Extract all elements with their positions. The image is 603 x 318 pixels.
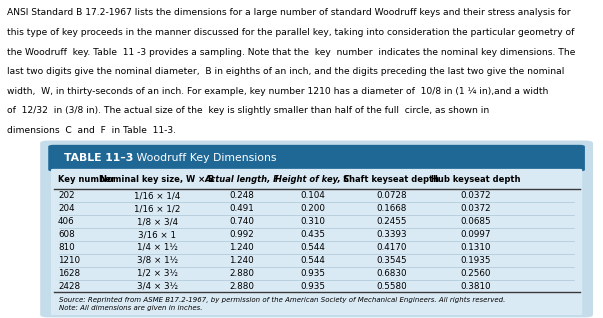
Text: 1210: 1210 (58, 256, 80, 265)
Text: 0.2560: 0.2560 (461, 269, 491, 278)
FancyBboxPatch shape (51, 189, 582, 293)
Text: 0.248: 0.248 (229, 191, 254, 200)
Text: 1.240: 1.240 (229, 243, 254, 252)
Text: 0.435: 0.435 (300, 230, 325, 239)
Text: Actual length, F: Actual length, F (204, 175, 279, 184)
Text: Note: All dimensions are given in inches.: Note: All dimensions are given in inches… (59, 305, 203, 311)
Text: 0.1935: 0.1935 (461, 256, 491, 265)
Text: Hub keyseat depth: Hub keyseat depth (431, 175, 520, 184)
Text: 0.3545: 0.3545 (376, 256, 407, 265)
Text: 0.2455: 0.2455 (376, 217, 407, 226)
Text: 0.0997: 0.0997 (461, 230, 491, 239)
Text: Nominal key size, W × B: Nominal key size, W × B (100, 175, 215, 184)
Text: 202: 202 (58, 191, 75, 200)
Text: 0.4170: 0.4170 (376, 243, 407, 252)
Text: 0.3810: 0.3810 (460, 281, 491, 291)
Text: 0.6830: 0.6830 (376, 269, 407, 278)
Text: 3/8 × 1½: 3/8 × 1½ (137, 256, 178, 265)
Text: 3/16 × 1: 3/16 × 1 (139, 230, 177, 239)
Text: width,  W, in thirty-seconds of an inch. For example, key number 1210 has a diam: width, W, in thirty-seconds of an inch. … (7, 86, 549, 96)
Text: 0.0372: 0.0372 (460, 191, 491, 200)
Text: 1/4 × 1½: 1/4 × 1½ (137, 243, 178, 252)
Text: 0.1310: 0.1310 (461, 243, 491, 252)
Text: 0.310: 0.310 (300, 217, 325, 226)
Text: 0.935: 0.935 (300, 281, 325, 291)
Text: 810: 810 (58, 243, 75, 252)
Text: 0.935: 0.935 (300, 269, 325, 278)
Text: 608: 608 (58, 230, 75, 239)
FancyBboxPatch shape (40, 141, 593, 317)
Text: this type of key proceeds in the manner discussed for the parallel key, taking i: this type of key proceeds in the manner … (7, 28, 575, 37)
Text: 3/4 × 3½: 3/4 × 3½ (137, 281, 178, 291)
Text: 0.1668: 0.1668 (376, 204, 406, 213)
Text: Woodruff Key Dimensions: Woodruff Key Dimensions (126, 153, 277, 163)
Text: 0.992: 0.992 (229, 230, 254, 239)
Text: Shaft keyseat depth: Shaft keyseat depth (344, 175, 440, 184)
FancyBboxPatch shape (51, 292, 582, 316)
Text: Source: Reprinted from ASME B17.2-1967, by permission of the American Society of: Source: Reprinted from ASME B17.2-1967, … (59, 297, 505, 303)
Text: 2428: 2428 (58, 281, 80, 291)
Text: 0.740: 0.740 (229, 217, 254, 226)
Text: 1.240: 1.240 (229, 256, 254, 265)
Text: 0.0728: 0.0728 (376, 191, 407, 200)
Text: the Woodruff  key. Table  11 -3 provides a sampling. Note that the  key  number : the Woodruff key. Table 11 -3 provides a… (7, 47, 576, 57)
Text: Key number: Key number (58, 175, 115, 184)
Text: 406: 406 (58, 217, 75, 226)
Text: 0.544: 0.544 (300, 243, 325, 252)
Text: 0.544: 0.544 (300, 256, 325, 265)
Text: TABLE 11–3: TABLE 11–3 (65, 153, 134, 163)
Text: last two digits give the nominal diameter,  B in eighths of an inch, and the dig: last two digits give the nominal diamete… (7, 67, 564, 76)
Text: 0.5580: 0.5580 (376, 281, 407, 291)
Text: 1/8 × 3/4: 1/8 × 3/4 (137, 217, 178, 226)
Text: 0.0372: 0.0372 (460, 204, 491, 213)
Text: dimensions  C  and  F  in Table  11-3.: dimensions C and F in Table 11-3. (7, 126, 176, 135)
Text: 0.104: 0.104 (300, 191, 325, 200)
Text: 0.0685: 0.0685 (460, 217, 491, 226)
Text: 0.491: 0.491 (229, 204, 254, 213)
Text: 2.880: 2.880 (229, 269, 254, 278)
Text: 1/16 × 1/4: 1/16 × 1/4 (134, 191, 181, 200)
Text: of  12/32  in (3/8 in). The actual size of the  key is slightly smaller than hal: of 12/32 in (3/8 in). The actual size of… (7, 106, 490, 115)
Text: ANSI Standard B 17.2-1967 lists the dimensions for a large number of standard Wo: ANSI Standard B 17.2-1967 lists the dime… (7, 9, 571, 17)
Text: 2.880: 2.880 (229, 281, 254, 291)
Text: 0.200: 0.200 (300, 204, 325, 213)
Text: 1/16 × 1/2: 1/16 × 1/2 (134, 204, 181, 213)
Text: 1/2 × 3½: 1/2 × 3½ (137, 269, 178, 278)
Text: 1628: 1628 (58, 269, 80, 278)
FancyBboxPatch shape (48, 145, 585, 171)
FancyBboxPatch shape (51, 169, 582, 190)
Text: Height of key, C: Height of key, C (276, 175, 350, 184)
Text: 0.3393: 0.3393 (376, 230, 407, 239)
Text: 204: 204 (58, 204, 75, 213)
